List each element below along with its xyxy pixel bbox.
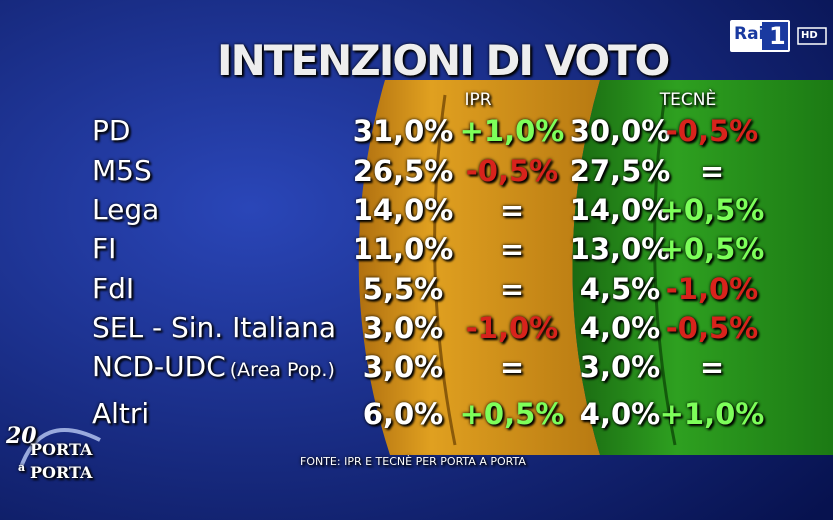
channel-number: 1 <box>769 22 786 50</box>
row-label: FdI <box>92 272 135 305</box>
change-cell: = <box>499 272 525 306</box>
value-cell: 26,5% <box>352 154 454 188</box>
row-label: PD <box>92 114 131 147</box>
value-cell: 4,0% <box>579 311 661 345</box>
show-line1: PORTA <box>30 440 93 459</box>
green-band <box>572 80 833 455</box>
channel-name: Rai <box>734 24 765 44</box>
change-cell: +1,0% <box>659 397 765 431</box>
show-anniversary: 20 <box>6 423 37 449</box>
value-cell: 13,0% <box>569 232 671 266</box>
change-cell: = <box>499 350 525 384</box>
show-line2: a <box>18 461 26 474</box>
green-divider <box>653 94 677 446</box>
value-cell: 30,0% <box>569 114 671 148</box>
logo-number-box <box>762 22 788 50</box>
change-cell: = <box>699 350 725 384</box>
column-header: IPR <box>464 90 492 110</box>
row-note: (Area Pop.) <box>229 359 335 381</box>
row-label: Lega <box>92 193 160 226</box>
row-label: NCD-UDC (Area Pop.) <box>92 350 335 383</box>
value-cell: 3,0% <box>362 311 444 345</box>
change-cell: -0,5% <box>665 114 759 148</box>
source: FONTE: IPR E TECNÈ PER PORTA A PORTA <box>300 455 526 468</box>
value-cell: 5,5% <box>362 272 444 306</box>
change-cell: +0,5% <box>659 232 765 266</box>
change-cell: -0,5% <box>665 311 759 345</box>
column-header: TECNÈ <box>659 90 717 110</box>
value-cell: 27,5% <box>569 154 671 188</box>
change-cell: +0,5% <box>459 397 565 431</box>
row-label: Altri <box>92 397 150 430</box>
channel-quality: HD <box>801 30 818 41</box>
value-cell: 31,0% <box>352 114 454 148</box>
change-cell: -1,0% <box>665 272 759 306</box>
change-cell: -0,5% <box>465 154 559 188</box>
show-line3: PORTA <box>30 463 93 482</box>
value-cell: 14,0% <box>569 193 671 227</box>
orange-band <box>358 80 600 455</box>
row-label: M5S <box>92 154 152 187</box>
show-arc <box>18 428 101 471</box>
hd-box <box>797 27 827 45</box>
value-cell: 3,0% <box>362 350 444 384</box>
value-cell: 3,0% <box>579 350 661 384</box>
row-label: FI <box>92 232 117 265</box>
title: INTENZIONI DI VOTO <box>217 36 670 85</box>
change-cell: -1,0% <box>465 311 559 345</box>
value-cell: 11,0% <box>352 232 454 266</box>
value-cell: 4,0% <box>579 397 661 431</box>
change-cell: +1,0% <box>459 114 565 148</box>
change-cell: +0,5% <box>659 193 765 227</box>
orange-divider <box>433 94 457 446</box>
change-cell: = <box>499 232 525 266</box>
change-cell: = <box>499 193 525 227</box>
value-cell: 14,0% <box>352 193 454 227</box>
row-label: SEL - Sin. Italiana <box>92 311 337 344</box>
value-cell: 6,0% <box>362 397 444 431</box>
change-cell: = <box>699 154 725 188</box>
value-cell: 4,5% <box>579 272 661 306</box>
